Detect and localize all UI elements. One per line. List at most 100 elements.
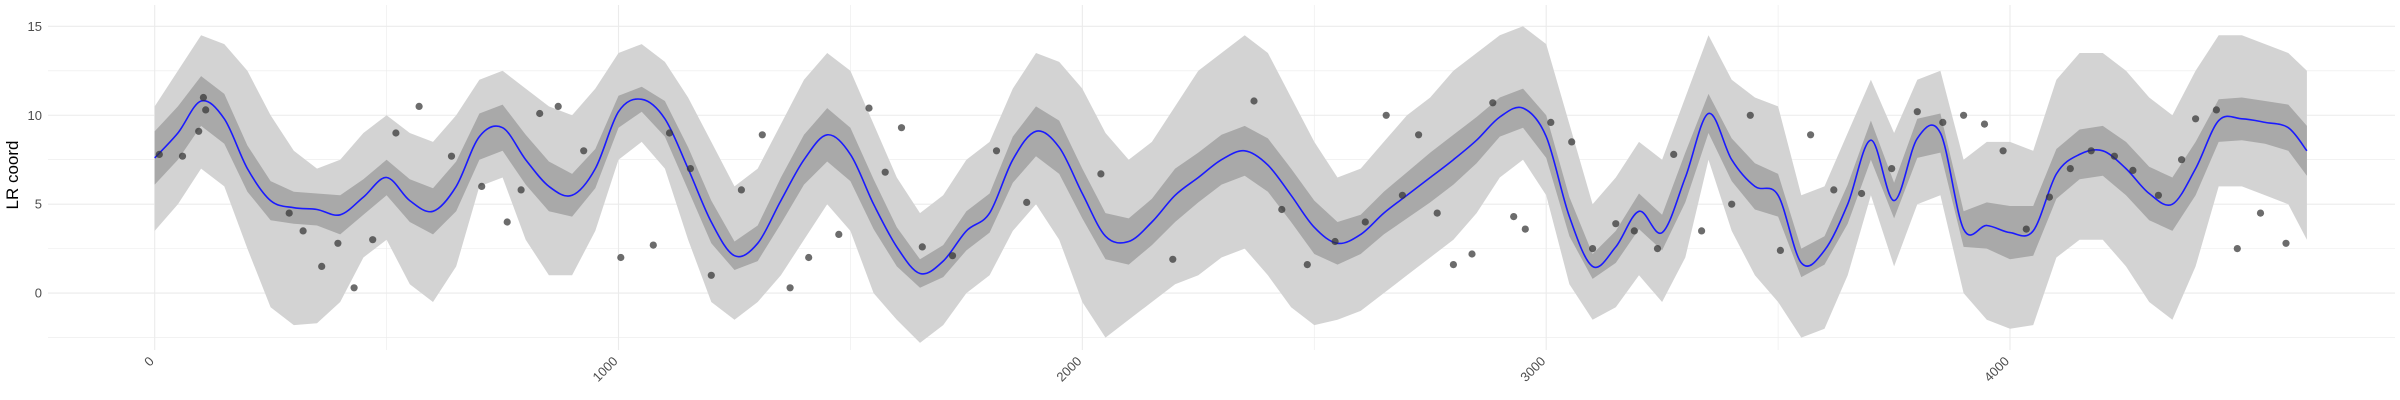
observation-point [1449,261,1457,269]
observation-point [318,262,326,270]
observation-point [1278,205,1286,214]
observation-point [2045,193,2053,201]
y-tick-label: 0 [35,286,42,301]
observation-point [369,236,377,244]
x-tick-label: 4000 [1981,354,2012,385]
observation-point [155,150,163,158]
observation-point [1415,131,1423,139]
observation-point [1746,111,1754,119]
mean-line [154,98,2308,275]
observation-point [649,241,657,249]
x-axis-tick-labels: 0 1000 2000 3000 4000 [141,353,2012,384]
observation-point [1670,150,1678,158]
observation-point [195,127,203,135]
observation-point [2110,152,2118,160]
observation-point [554,102,562,110]
x-tick-label: 2000 [1053,353,1084,384]
observation-point [2256,209,2265,217]
observation-point [536,109,544,118]
observation-point [580,147,588,155]
observation-point [1888,165,1896,173]
observation-point [1980,120,1989,128]
x-tick-label: 0 [141,354,157,370]
observation-point [992,147,1001,155]
observation-point [1398,191,1406,199]
observation-point [1097,170,1105,178]
y-axis-tick-labels: 0 5 10 15 [28,19,42,301]
observation-point [1913,108,1921,116]
observation-point [1960,111,1968,119]
observation-point [2233,245,2241,253]
observation-point [1547,118,1555,126]
observation-point [881,168,889,176]
observation-point [2087,147,2095,155]
observation-point [178,152,187,160]
observation-point [737,186,746,194]
observation-point [1653,245,1662,253]
observation-point [1807,131,1815,139]
observation-point [2154,191,2162,199]
observation-point [447,152,456,160]
observation-point [2178,156,2186,164]
observation-point [1361,218,1369,226]
observation-point [1630,227,1638,235]
observation-point [517,186,525,194]
observation-point [1999,147,2007,155]
observation-point [1331,237,1339,246]
x-tick-label: 3000 [1517,354,1548,385]
observation-point [2192,115,2200,123]
observation-point [1589,245,1597,253]
observation-point [805,253,813,262]
x-tick-label: 1000 [590,354,621,385]
observation-point [199,93,207,102]
observation-point [835,230,843,238]
observation-point [2022,225,2030,233]
y-tick-label: 10 [28,108,42,123]
observation-point [1169,255,1177,263]
observation-point [707,271,715,279]
observation-point [350,284,358,292]
observation-point [415,102,423,110]
observation-point [786,284,794,292]
inner-confidence-band [154,76,2307,288]
observation-point [617,253,625,262]
observation-point [285,209,293,217]
observation-point [1023,198,1031,206]
observation-point [2282,239,2290,247]
observation-point [686,165,695,173]
observation-point [2066,165,2074,173]
observation-point [1612,220,1620,228]
observation-point [202,106,210,114]
observation-point [392,129,400,137]
observation-point [503,218,511,226]
observation-point [865,104,873,112]
observation-point [918,243,926,251]
observation-point [1303,261,1311,269]
y-tick-label: 15 [28,19,42,34]
observation-point [299,227,307,235]
observation-point [1728,200,1736,208]
observation-point [1568,138,1576,146]
observation-point [334,239,342,247]
outer-confidence-band [154,26,2307,343]
y-axis-title: LR coord [3,141,22,210]
observation-point [948,252,957,260]
observation-point [1830,186,1838,194]
observation-point [1382,111,1390,119]
observation-point [1521,225,1529,233]
observation-point [1433,209,1441,217]
observation-point [1510,213,1518,221]
observation-point [478,182,486,190]
observation-point [1250,97,1258,105]
observation-point [2212,106,2220,114]
observation-point [2129,166,2137,174]
observation-point [758,131,766,139]
observation-point [1939,118,1947,126]
observation-point [1858,189,1866,198]
observation-point [1468,250,1476,258]
y-tick-label: 5 [35,197,42,212]
observation-point [1776,246,1784,254]
observation-point [897,124,906,132]
observation-points [155,93,2290,292]
